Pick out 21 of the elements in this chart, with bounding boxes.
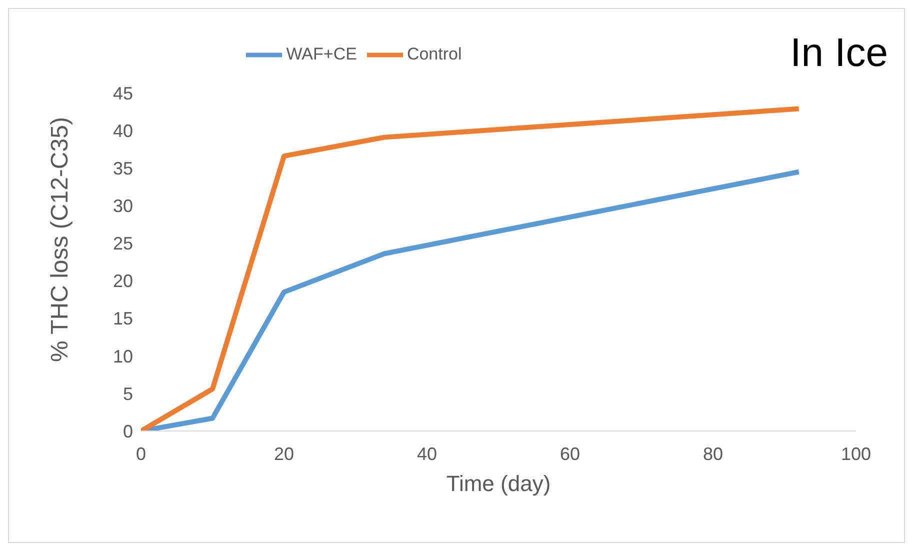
x-tick-label: 40 xyxy=(416,444,438,464)
x-axis-title: Time (day) xyxy=(446,471,551,496)
y-tick-label: 0 xyxy=(122,421,133,442)
y-tick-label: 5 xyxy=(122,384,133,404)
x-tick-label: 80 xyxy=(702,444,724,464)
y-tick-label: 40 xyxy=(112,120,133,141)
y-tick-label: 30 xyxy=(112,196,133,216)
x-tick-label: 100 xyxy=(840,444,872,464)
y-tick-label: 35 xyxy=(112,158,133,178)
x-tick-label: 0 xyxy=(136,444,146,464)
x-tick-label: 20 xyxy=(274,444,294,464)
legend-label: Control xyxy=(406,44,462,64)
text: In Ice xyxy=(790,31,888,76)
legend-label: WAF+CE xyxy=(286,44,357,64)
y-tick-label: 45 xyxy=(112,83,133,104)
x-tick-label: 60 xyxy=(560,444,580,464)
y-tick-label: 25 xyxy=(112,234,133,254)
y-tick-label: 20 xyxy=(112,271,133,292)
y-tick-label: 15 xyxy=(112,308,133,329)
y-axis-title: % THC loss (C12-C35) xyxy=(46,117,74,362)
y-tick-label: 10 xyxy=(112,346,133,366)
